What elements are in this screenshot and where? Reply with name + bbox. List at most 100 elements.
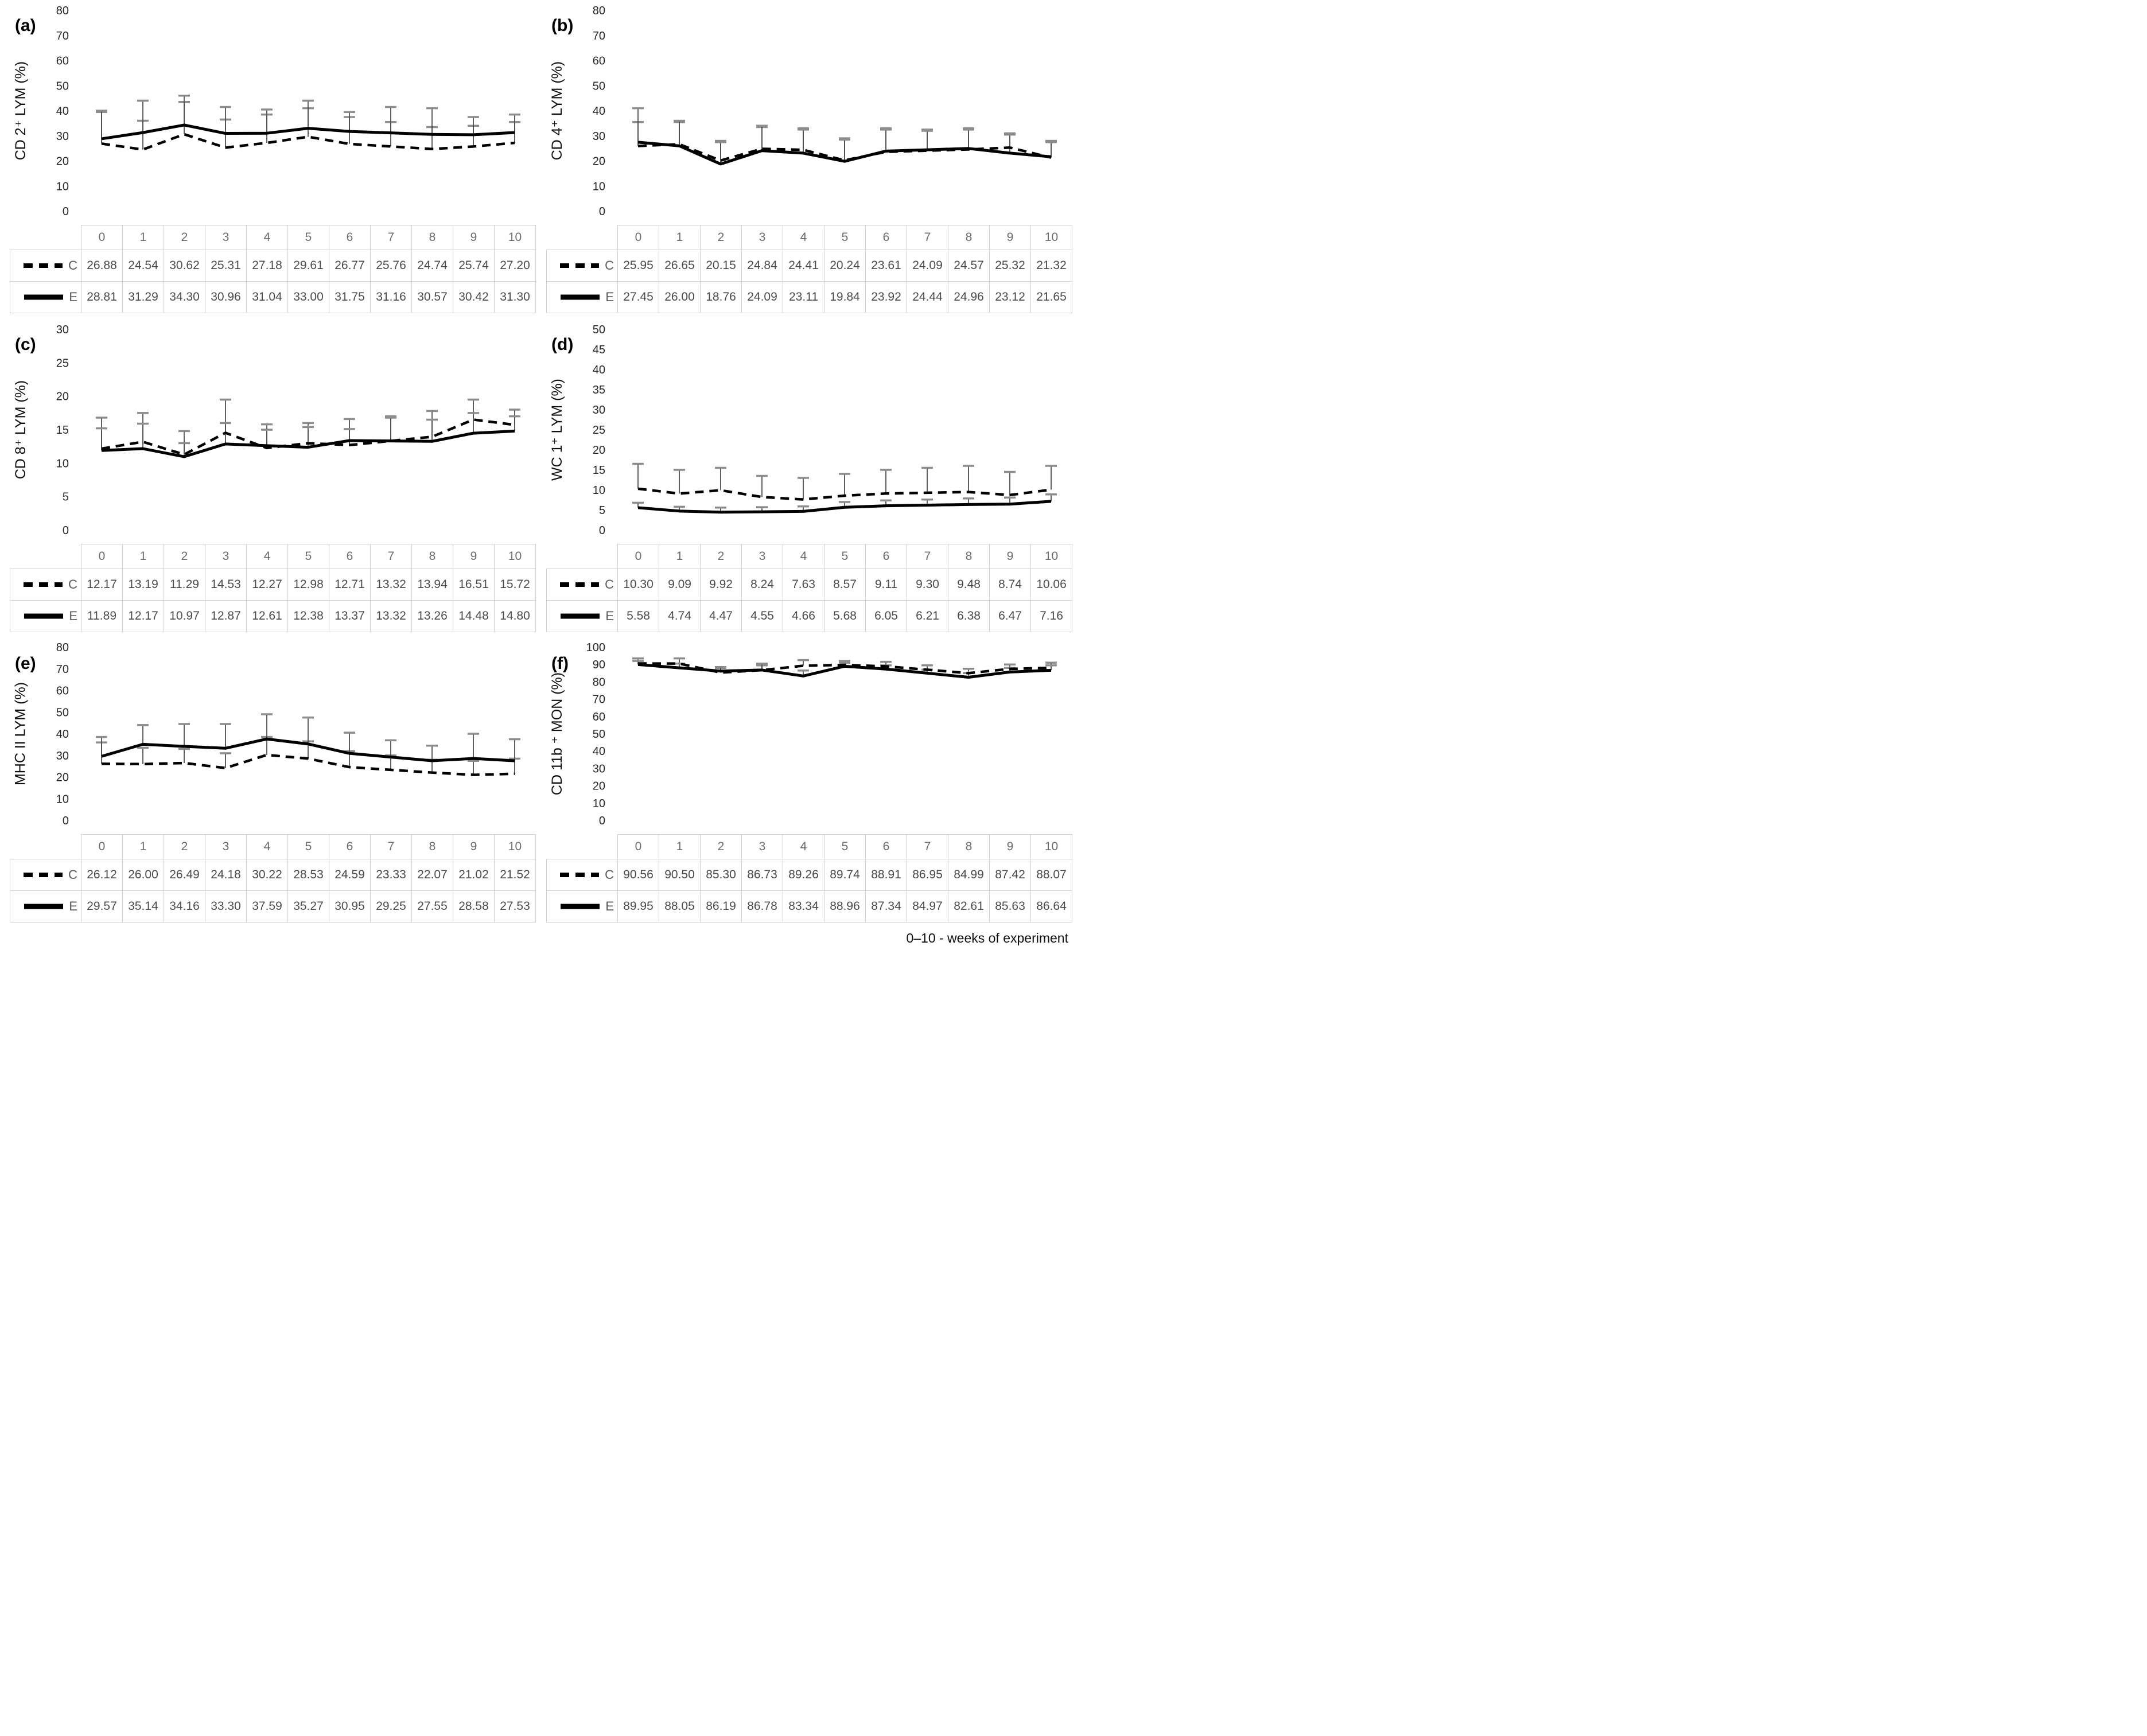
value-cell-C: 23.61 (865, 250, 907, 282)
value-cell-E: 23.92 (865, 281, 907, 313)
week-header-row: 0 1 2 3 4 5 6 7 8 9 10 (546, 544, 1072, 569)
value-cell-E: 89.95 (617, 890, 659, 923)
y-tick-label: 50 (593, 728, 605, 741)
value-cell-C: 23.33 (370, 859, 412, 891)
week-header-cell: 7 (907, 834, 948, 859)
week-header-cell: 7 (370, 544, 412, 569)
y-tick-label: 80 (56, 5, 69, 17)
week-header-cell: 4 (246, 225, 288, 250)
value-cell-E: 27.55 (411, 890, 453, 923)
value-cell-E: 86.64 (1030, 890, 1072, 923)
y-tick-label: 30 (593, 762, 605, 775)
solid-line-icon (24, 294, 64, 300)
week-header-cell: 8 (411, 834, 453, 859)
y-tick-label: 0 (599, 815, 605, 827)
week-header-cell: 4 (246, 544, 288, 569)
error-bars-b (632, 107, 1057, 164)
week-header-cell: 1 (659, 834, 701, 859)
week-header-row: 0 1 2 3 4 5 6 7 8 9 10 (546, 834, 1072, 859)
value-cell-E: 28.58 (453, 890, 495, 923)
value-cell-C: 25.95 (617, 250, 659, 282)
series-E-row: E 27.45 26.00 18.76 24.09 23.11 19.84 23.92 24.4… (546, 281, 1072, 313)
value-cell-E: 21.65 (1030, 281, 1072, 313)
series-label-E: E (69, 899, 77, 913)
value-cell-E: 31.75 (329, 281, 371, 313)
series-E-line (637, 500, 1052, 514)
value-cell-E: 28.81 (81, 281, 123, 313)
week-header-cell: 4 (783, 225, 824, 250)
value-cell-C: 26.49 (164, 859, 205, 891)
value-cell-C: 13.32 (370, 569, 412, 601)
value-cell-C: 24.18 (205, 859, 247, 891)
y-tick-label: 20 (56, 772, 69, 784)
week-header-cell: 10 (494, 544, 536, 569)
week-header-cell: 7 (907, 544, 948, 569)
value-cell-E: 5.68 (824, 600, 866, 632)
y-axis-label-c: CD 8⁺ LYM (%) (13, 380, 29, 480)
y-tick-label: 100 (586, 641, 605, 654)
week-header-cell: 5 (824, 544, 866, 569)
week-header-cell: 9 (989, 544, 1031, 569)
solid-line-icon (561, 294, 600, 300)
value-cell-C: 89.26 (783, 859, 824, 891)
y-tick-label: 5 (63, 491, 69, 504)
dashed-line-icon (560, 582, 600, 587)
value-cell-E: 23.11 (783, 281, 824, 313)
week-header-cell: 0 (81, 225, 123, 250)
data-table-c: 0 1 2 3 4 5 6 7 8 9 10 C 12.17 13.19 11.29 14.53 12.27 12… (10, 544, 536, 632)
week-header-cell: 2 (164, 544, 205, 569)
week-header-cell: 10 (494, 225, 536, 250)
y-tick-label: 5 (599, 504, 605, 517)
solid-line-icon (24, 613, 64, 619)
y-tick-label: 20 (56, 155, 69, 168)
week-header-cell: 3 (205, 834, 247, 859)
value-cell-E: 12.87 (205, 600, 247, 632)
value-cell-C: 9.30 (907, 569, 948, 601)
y-axis-label-e: MHC II LYM (%) (12, 682, 29, 786)
value-cell-E: 33.00 (287, 281, 329, 313)
value-cell-E: 30.96 (205, 281, 247, 313)
value-cell-E: 27.53 (494, 890, 536, 923)
value-cell-C: 27.20 (494, 250, 536, 282)
legend-header-cell (10, 834, 81, 859)
error-bars-a (96, 95, 520, 150)
value-cell-C: 25.32 (989, 250, 1031, 282)
y-tick-label: 20 (593, 155, 605, 168)
y-tick-label: 10 (56, 180, 69, 193)
y-tick-label: 30 (593, 404, 605, 417)
series-E-line (101, 123, 515, 141)
week-header-cell: 6 (329, 225, 371, 250)
week-header-cell: 1 (122, 225, 164, 250)
y-tick-label: 10 (56, 793, 69, 805)
chart-b: 0 10 20 30 40 50 60 70 80 (593, 5, 1057, 218)
series-label-C: C (605, 577, 614, 591)
value-cell-E: 29.25 (370, 890, 412, 923)
panel-label-b: (b) (551, 16, 574, 35)
value-cell-E: 13.37 (329, 600, 371, 632)
value-cell-C: 10.30 (617, 569, 659, 601)
week-header-cell: 10 (494, 834, 536, 859)
legend-cell-C: C (546, 250, 618, 282)
value-cell-E: 34.30 (164, 281, 205, 313)
legend-header-cell (546, 225, 618, 250)
value-cell-C: 26.65 (659, 250, 701, 282)
week-header-cell: 6 (329, 544, 371, 569)
week-header-cell: 0 (617, 225, 659, 250)
chart-d: 0 5 10 15 20 25 30 35 40 45 50 (593, 324, 1057, 537)
value-cell-E: 6.38 (948, 600, 990, 632)
value-cell-E: 14.80 (494, 600, 536, 632)
value-cell-E: 11.89 (81, 600, 123, 632)
value-cell-C: 9.11 (865, 569, 907, 601)
week-header-cell: 0 (81, 544, 123, 569)
error-bars-f (632, 657, 1057, 678)
week-header-cell: 1 (122, 834, 164, 859)
value-cell-E: 37.59 (246, 890, 288, 923)
y-tick-label: 40 (593, 745, 605, 758)
value-cell-E: 12.17 (122, 600, 164, 632)
week-header-cell: 9 (453, 225, 495, 250)
y-tick-label: 10 (56, 457, 69, 470)
panel-a: (a) CD 2⁺ LYM (%) 0 10 20 30 40 50 60 70 80 0 1 2 3 4 5 6… (0, 3, 536, 313)
series-E-row: E 28.81 31.29 34.30 30.96 31.04 33.00 31.75 31.1… (10, 281, 536, 313)
value-cell-E: 12.38 (287, 600, 329, 632)
y-axis-label-b: CD 4⁺ LYM (%) (549, 61, 565, 161)
